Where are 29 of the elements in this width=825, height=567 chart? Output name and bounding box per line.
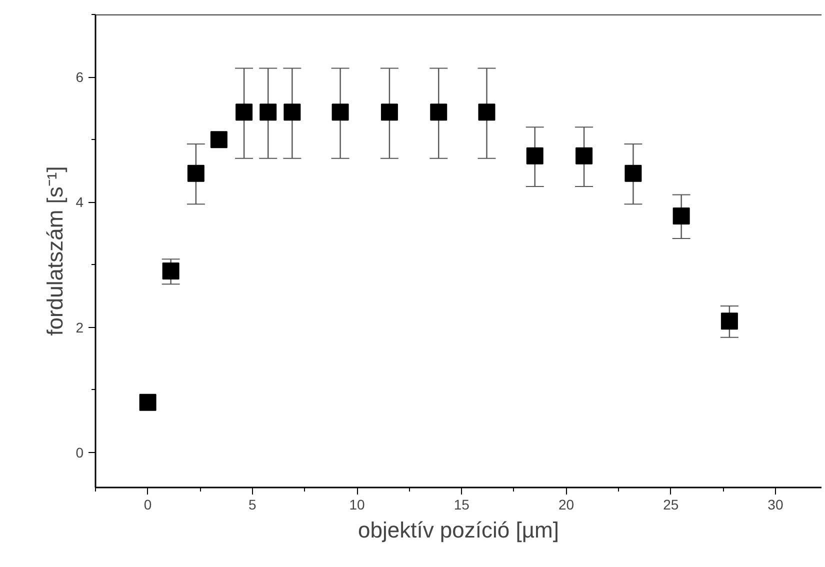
- point: [332, 104, 349, 121]
- point: [720, 312, 738, 330]
- x-tick-label: 10: [349, 496, 366, 512]
- x-tick-label: 0: [144, 496, 152, 512]
- x-tick-label: 20: [558, 496, 574, 512]
- point: [478, 104, 496, 121]
- x-tick-label: 15: [454, 496, 470, 512]
- x-tick-label: 30: [768, 496, 784, 512]
- y-tick-label: 6: [76, 69, 84, 86]
- point: [380, 104, 398, 121]
- point: [210, 131, 228, 148]
- point: [236, 104, 253, 121]
- point: [624, 164, 642, 182]
- y-tick-label: 2: [76, 319, 84, 336]
- point: [576, 147, 593, 164]
- x-tick-label: 5: [248, 496, 257, 512]
- point: [430, 104, 448, 121]
- point: [284, 104, 301, 121]
- point: [139, 394, 156, 411]
- point: [187, 164, 204, 182]
- x-axis-title: objektív pozíció [µm]: [358, 518, 559, 542]
- point: [526, 147, 544, 164]
- point: [260, 104, 277, 121]
- x-tick-label: 25: [663, 496, 679, 512]
- point: [162, 262, 180, 280]
- y-tick-label: 0: [76, 444, 84, 460]
- y-tick-label: 4: [76, 194, 84, 210]
- y-axis-title: fordulatszám [s⁻¹]: [42, 166, 68, 336]
- point: [672, 207, 690, 224]
